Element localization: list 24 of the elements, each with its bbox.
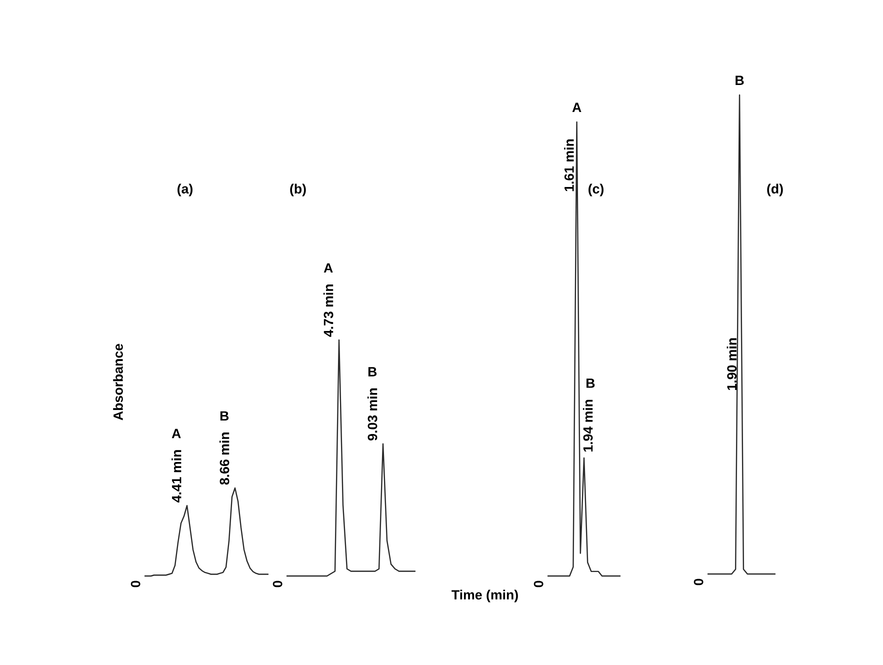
text: B: [736, 76, 744, 85]
annotation: 9.03 min: [367, 388, 378, 440]
text: A: [172, 428, 181, 438]
text: 0: [272, 580, 282, 588]
text: 8.66 min: [219, 432, 230, 485]
x-axis-title: Time (min): [452, 590, 518, 602]
text: A: [572, 102, 582, 112]
text: 0: [534, 580, 544, 588]
annotation: 1.94 min: [582, 400, 593, 452]
chart-title: (b): [290, 184, 306, 196]
y-axis-title: Absorbance: [113, 344, 123, 420]
text: 0: [694, 578, 704, 586]
text: B: [220, 411, 229, 421]
annotation: 4.41 min: [172, 450, 182, 502]
annotation: 1.90 min: [726, 338, 737, 390]
annotation: B: [586, 378, 595, 388]
annotation: 1.61 min: [564, 139, 574, 192]
text: (c): [588, 184, 604, 196]
annotation: B: [368, 367, 377, 376]
text: 0: [130, 580, 140, 588]
chart-title: (a): [178, 184, 192, 196]
text: A: [324, 263, 333, 273]
text: (d): [767, 184, 783, 196]
text: 4.73 min: [323, 284, 334, 337]
